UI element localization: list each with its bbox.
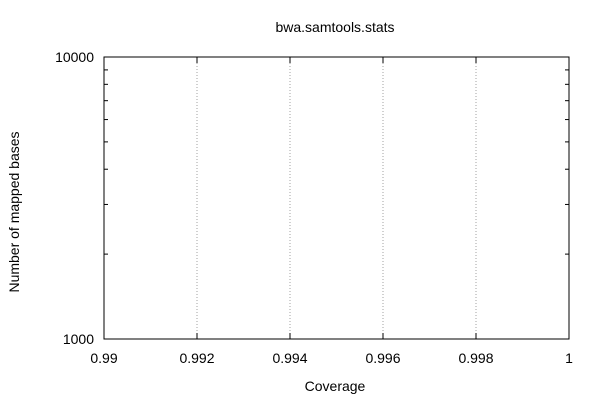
x-tick-label: 1 xyxy=(565,350,573,366)
x-tick-label: 0.994 xyxy=(272,350,307,366)
y-axis-label: Number of mapped bases xyxy=(6,131,22,292)
x-tick-label: 0.996 xyxy=(365,350,400,366)
x-axis-label: Coverage xyxy=(305,378,366,394)
x-tick-label: 0.998 xyxy=(458,350,493,366)
y-tick-label: 1000 xyxy=(63,331,94,347)
x-tick-label: 0.99 xyxy=(90,350,117,366)
y-tick-label: 10000 xyxy=(55,49,94,65)
grid-layer xyxy=(196,57,477,339)
x-tick-labels: 0.99 0.992 0.994 0.996 0.998 1 xyxy=(90,350,573,366)
chart-title: bwa.samtools.stats xyxy=(275,19,394,35)
y-tick-labels: 1000 10000 xyxy=(55,49,94,347)
x-tick-label: 0.992 xyxy=(179,350,214,366)
plot-frame xyxy=(103,56,570,340)
